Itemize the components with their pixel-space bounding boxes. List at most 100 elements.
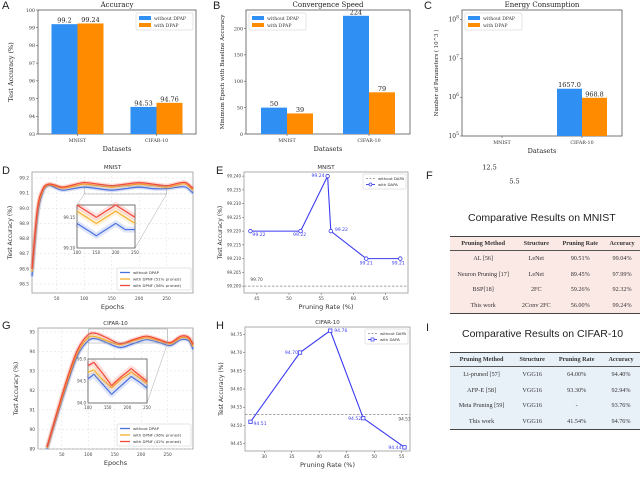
table-cell: 56.00% — [570, 302, 590, 310]
table-cifar10-comparison: Pruning Method Structure Pruning Rate Ac… — [450, 352, 640, 431]
x-axis-label: Pruning Rate (%) — [300, 461, 355, 469]
column-header: Accuracy — [602, 352, 640, 367]
y-tick-label: 95 — [29, 96, 35, 102]
data-label: 99.22 — [335, 227, 348, 233]
series-line — [46, 332, 194, 448]
table-cell: This work — [468, 418, 495, 426]
x-tick-label: 250 — [164, 452, 172, 458]
inset-x-tick-label: 250 — [131, 250, 139, 255]
x-tick-label: 150 — [108, 296, 116, 302]
inset-y-tick-label: 95.0 — [77, 357, 86, 362]
plot-frame — [243, 171, 409, 294]
zoom-region — [88, 328, 168, 344]
x-tick-label: CIFAR-10 — [145, 138, 168, 144]
chart-title: CIFAR-10 — [103, 321, 128, 327]
data-point — [402, 445, 407, 450]
table-cell: BSP[18] — [472, 286, 494, 294]
data-point — [248, 228, 253, 234]
chart-title: Accuracy — [100, 1, 134, 9]
data-label: 99.21 — [392, 261, 405, 267]
y-tick-label: 99.0 — [19, 206, 29, 212]
inset-x-tick-label: 100 — [73, 250, 81, 255]
panel-label-g: G — [2, 320, 11, 332]
x-axis-label: Pruning Rate (%) — [298, 303, 353, 311]
table-cell: VGG16 — [522, 418, 542, 426]
bar — [582, 97, 607, 136]
x-axis-label: Datasets — [528, 147, 557, 155]
column-header: Accuracy — [604, 236, 640, 251]
legend-label: without DAPA — [380, 331, 407, 336]
inset-y-tick-label: 94.0 — [77, 401, 86, 406]
y-tick-label: 0 — [240, 132, 243, 138]
table-cell: 94.40% — [611, 371, 631, 379]
y-tick-label: 99.215 — [227, 242, 241, 247]
bar — [51, 24, 78, 134]
series-line — [46, 335, 194, 449]
x-tick-label: 30 — [262, 454, 268, 460]
series-line — [31, 183, 194, 272]
series-line — [31, 181, 194, 269]
y-axis-label: Test Accuracy (%) — [217, 206, 224, 260]
inset-frame — [76, 204, 136, 249]
bar — [557, 88, 582, 136]
table-cell: 89.45% — [570, 270, 590, 278]
plot-frame — [244, 326, 411, 452]
x-tick-label: 40 — [317, 454, 323, 460]
table-cell: Meta Pruning [59] — [458, 402, 505, 410]
table-cell: VGG16 — [522, 386, 542, 394]
y-axis-label: Minimum Epoch with Baseline Accuracy — [220, 14, 226, 130]
chart-title: Convergence Speed — [293, 1, 365, 9]
y-tick-label: 99.230 — [227, 201, 241, 206]
y-tick-label: 98.5 — [19, 281, 29, 287]
y-tick-label: 99.2 — [19, 176, 29, 182]
inset-x-tick-label: 150 — [104, 405, 112, 410]
x-tick-label: MNIST — [278, 138, 296, 144]
y-axis-label: Test Accuracy (%) — [7, 206, 14, 260]
table-i-title: Comparative Results on CIFAR-10 — [462, 328, 624, 340]
chart-accuracy: Accuracy 93 94 95 96 97 98 99 100 99.2 99.24 MNIST 9… — [7, 1, 197, 153]
legend-label: with DPNF (56% pruned) — [133, 283, 181, 288]
table-cell: 93.30% — [567, 386, 587, 394]
y-tick-label: 99 — [29, 26, 35, 32]
y-tick-label: 94.55 — [231, 405, 243, 410]
inset-y-tick-label: 94.5 — [77, 379, 86, 384]
column-header: Structure — [513, 352, 552, 367]
series-line — [46, 337, 194, 450]
bar — [156, 102, 183, 134]
x-axis-label: Epochs — [101, 303, 125, 311]
x-tick-label: 45 — [344, 454, 350, 460]
legend-label: without DPAP — [267, 16, 299, 22]
x-tick-label: 50 — [286, 296, 292, 302]
baseline-annotation: 94.53 — [398, 417, 411, 423]
data-point — [398, 256, 403, 261]
chart-cifar10-epochs: CIFAR-10 50 100 150 200 250 89 90 91 92 93 94 95 Epoc… — [13, 321, 195, 467]
y-tick-label: 94.75 — [231, 332, 243, 337]
table-cell: VGG16 — [522, 371, 542, 379]
table-cell: 59.26% — [570, 286, 590, 294]
legend-label: without DPAP — [154, 16, 186, 22]
table-row: Neuron Pruning [17] LeNet 89.45% 97.99% — [450, 267, 640, 283]
x-tick-label: MNIST — [69, 138, 87, 144]
data-label: 94.52 — [348, 416, 361, 422]
y-tick-label: 99.200 — [227, 284, 241, 289]
table-cell: 90.51% — [570, 255, 590, 263]
column-header: Pruning Rate — [556, 236, 605, 251]
bar — [77, 23, 104, 134]
y-tick-label: 99.1 — [19, 191, 29, 197]
y-tick-label: 93 — [29, 132, 35, 138]
bar-value-label: 968.8 — [585, 90, 604, 98]
y-tick-label: 94 — [30, 349, 36, 355]
chart-title: Energy Consumption — [505, 1, 580, 9]
data-point — [325, 173, 330, 179]
x-tick-label: 50 — [372, 454, 378, 460]
panel-label-h: H — [216, 320, 224, 332]
bar — [287, 113, 313, 134]
bar-value-label: 224 — [350, 8, 362, 16]
inset-y-tick-label: 99.10 — [64, 246, 76, 251]
bar-value-label: 12.5 — [482, 164, 496, 172]
data-point — [298, 228, 303, 234]
y-tick-label: 98 — [29, 43, 35, 49]
x-tick-label: 100 — [84, 452, 92, 458]
table-row: Meta Pruning [59] VGG16 - 93.76% — [450, 398, 640, 414]
inset-series-line — [87, 361, 148, 386]
